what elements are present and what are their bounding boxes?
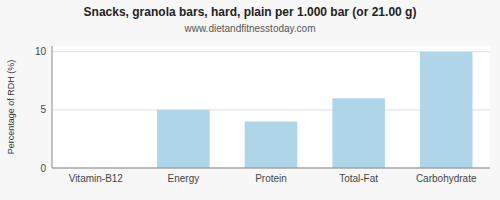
y-tick-label: 10 [35, 46, 47, 57]
x-tick-label: Vitamin-B12 [69, 173, 124, 184]
bar [420, 52, 473, 168]
y-tick-label: 0 [40, 163, 46, 174]
y-tick-label: 5 [40, 104, 46, 115]
bar [157, 110, 210, 168]
x-tick-label: Protein [255, 173, 287, 184]
x-tick-label: Carbohydrate [416, 173, 477, 184]
chart: Snacks, granola bars, hard, plain per 1.… [0, 0, 500, 200]
bars [157, 52, 472, 168]
title: Snacks, granola bars, hard, plain per 1.… [84, 5, 417, 19]
y-axis-label: Percentage of RDH (%) [6, 60, 16, 155]
subtitle: www.dietandfitnesstoday.com [184, 23, 316, 34]
grid-line [52, 168, 490, 169]
chart-container: Snacks, granola bars, hard, plain per 1.… [0, 0, 500, 200]
x-tick-label: Total-Fat [339, 173, 378, 184]
x-tick-label: Energy [168, 173, 200, 184]
plot-area [52, 46, 490, 168]
bar [245, 122, 298, 168]
y-axis [52, 46, 53, 168]
bar [332, 98, 385, 168]
x-axis [52, 168, 490, 169]
